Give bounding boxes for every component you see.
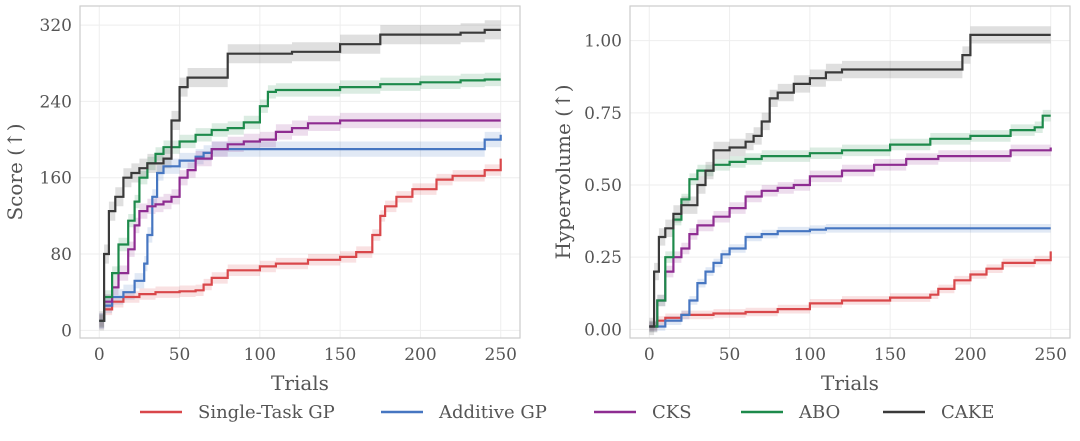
band-additive-gp bbox=[99, 127, 501, 329]
x-tick-label: 50 bbox=[719, 345, 741, 365]
y-tick-label: 0.75 bbox=[584, 104, 622, 124]
series-line-cks bbox=[99, 119, 501, 322]
y-tick-label: 1.00 bbox=[584, 32, 622, 52]
x-tick-label: 150 bbox=[324, 345, 356, 365]
plot-frame bbox=[79, 5, 521, 339]
x-axis-label: Trials bbox=[821, 371, 879, 395]
y-axis-label: Hypervolume (↑) bbox=[551, 84, 575, 259]
series-line-single-task-gp bbox=[649, 251, 1052, 328]
band-single-task-gp bbox=[649, 247, 1051, 331]
x-tick-label: 100 bbox=[244, 345, 276, 365]
y-tick-label: 0.50 bbox=[584, 176, 622, 196]
legend-label-additive-gp: Additive GP bbox=[438, 402, 547, 423]
y-tick-label: 240 bbox=[40, 92, 72, 112]
y-axis-label: Score (↑) bbox=[3, 123, 27, 220]
x-tick-label: 200 bbox=[954, 345, 986, 365]
score-chart: 0 50 100 150 200 250 0 80 160 240 320 Trials Score (… bbox=[3, 5, 521, 395]
legend-label-cake: CAKE bbox=[941, 402, 994, 423]
y-tick-label: 0 bbox=[61, 321, 72, 341]
band-abo bbox=[99, 72, 501, 328]
hypervolume-chart: 0 50 100 150 200 250 0.00 0.25 0.50 0.75 1.00 Trial… bbox=[551, 5, 1071, 395]
y-tick-label: 0.00 bbox=[584, 320, 622, 340]
series-line-cks bbox=[649, 147, 1052, 328]
y-tick-label: 80 bbox=[50, 245, 72, 265]
series-line-additive-gp bbox=[649, 227, 1051, 328]
series-line-single-task-gp bbox=[99, 158, 502, 322]
series-line-additive-gp bbox=[99, 134, 502, 322]
legend-label-single-task-gp: Single-Task GP bbox=[198, 402, 335, 423]
x-axis-label: Trials bbox=[271, 371, 329, 395]
x-tick-label: 100 bbox=[794, 345, 826, 365]
y-tick-label: 0.25 bbox=[584, 248, 622, 268]
plot-frame bbox=[629, 5, 1071, 339]
legend: Single-Task GP Additive GP CKS ABO CAKE bbox=[140, 402, 994, 423]
series-line-abo bbox=[99, 78, 501, 322]
x-tick-label: 250 bbox=[1035, 345, 1067, 365]
series-line-cake bbox=[649, 33, 1051, 328]
series-line-abo bbox=[649, 114, 1051, 328]
x-tick-label: 200 bbox=[404, 345, 436, 365]
x-tick-label: 0 bbox=[644, 345, 655, 365]
y-tick-label: 320 bbox=[40, 16, 72, 36]
x-tick-label: 150 bbox=[874, 345, 906, 365]
legend-label-abo: ABO bbox=[798, 402, 840, 423]
band-cake bbox=[649, 26, 1051, 336]
x-tick-label: 250 bbox=[485, 345, 517, 365]
legend-label-cks: CKS bbox=[652, 402, 692, 423]
series-line-cake bbox=[99, 28, 501, 322]
x-tick-label: 50 bbox=[169, 345, 191, 365]
y-tick-label: 160 bbox=[40, 169, 72, 189]
x-tick-label: 0 bbox=[94, 345, 105, 365]
band-cks bbox=[649, 141, 1051, 333]
